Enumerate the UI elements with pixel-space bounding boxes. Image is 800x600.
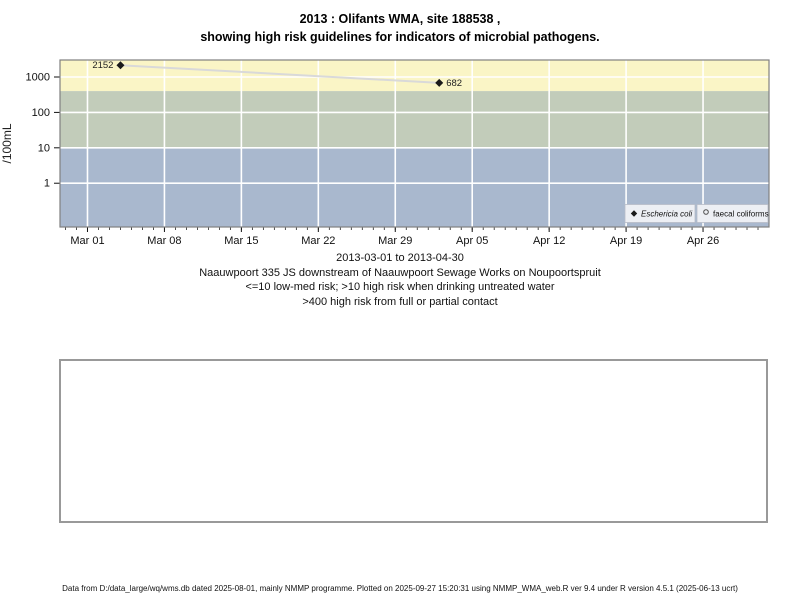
x-tick-label: Apr 26 xyxy=(687,235,719,247)
empty-panel xyxy=(59,359,768,523)
data-point-label: 2152 xyxy=(92,60,113,71)
x-tick-label: Mar 22 xyxy=(301,235,335,247)
caption-site-description: Naauwpoort 335 JS downstream of Naauwpoo… xyxy=(199,266,601,279)
caption-risk-note-contact: >400 high risk from full or partial cont… xyxy=(302,295,498,308)
x-tick-label: Apr 12 xyxy=(533,235,565,247)
legend-cell xyxy=(624,204,696,223)
chart-caption: 2013-03-01 to 2013-04-30 Naauwpoort 335 … xyxy=(0,251,800,309)
legend-marker-open-circle-icon xyxy=(703,209,709,215)
legend-label: faecal coliforms xyxy=(713,210,769,219)
x-tick-label: Mar 29 xyxy=(378,235,412,247)
chart-title: 2013 : Olifants WMA, site 188538 , showi… xyxy=(0,10,800,46)
caption-date-range: 2013-03-01 to 2013-04-30 xyxy=(336,252,464,264)
data-point xyxy=(435,78,444,87)
risk-band xyxy=(60,91,769,148)
data-point-label: 682 xyxy=(446,78,462,89)
plot-border xyxy=(59,59,770,228)
legend-label: Eschericia coli xyxy=(641,210,692,219)
x-tick-label: Mar 08 xyxy=(147,235,181,247)
chart-plot: Mar 01 Mar 08 Mar 15 Mar 22 Mar 29 Apr 05 Apr … xyxy=(0,59,770,247)
y-tick-label: 10 xyxy=(38,142,50,154)
x-tick-label: Apr 05 xyxy=(456,235,488,247)
y-tick-label: 1 xyxy=(44,178,50,190)
x-tick-label: Mar 01 xyxy=(70,235,104,247)
chart-title-line2: showing high risk guidelines for indicat… xyxy=(200,30,600,44)
caption-risk-note-drinking: <=10 low-med risk; >10 high risk when dr… xyxy=(245,281,555,293)
x-tick-label: Mar 15 xyxy=(224,235,258,247)
footer-note: Data from D:/data_large/wq/wms.db dated … xyxy=(62,584,738,593)
y-axis-label: /100mL xyxy=(0,123,14,163)
chart-title-line1: 2013 : Olifants WMA, site 188538 , xyxy=(299,12,501,26)
series-line xyxy=(120,64,440,84)
legend-marker-filled-diamond-icon xyxy=(630,210,638,217)
y-tick-label: 100 xyxy=(32,107,50,119)
x-tick-label: Apr 19 xyxy=(610,235,642,247)
y-tick-label: 1000 xyxy=(26,71,50,83)
risk-band xyxy=(60,60,769,92)
data-point xyxy=(116,61,125,70)
legend-cell xyxy=(696,204,769,223)
